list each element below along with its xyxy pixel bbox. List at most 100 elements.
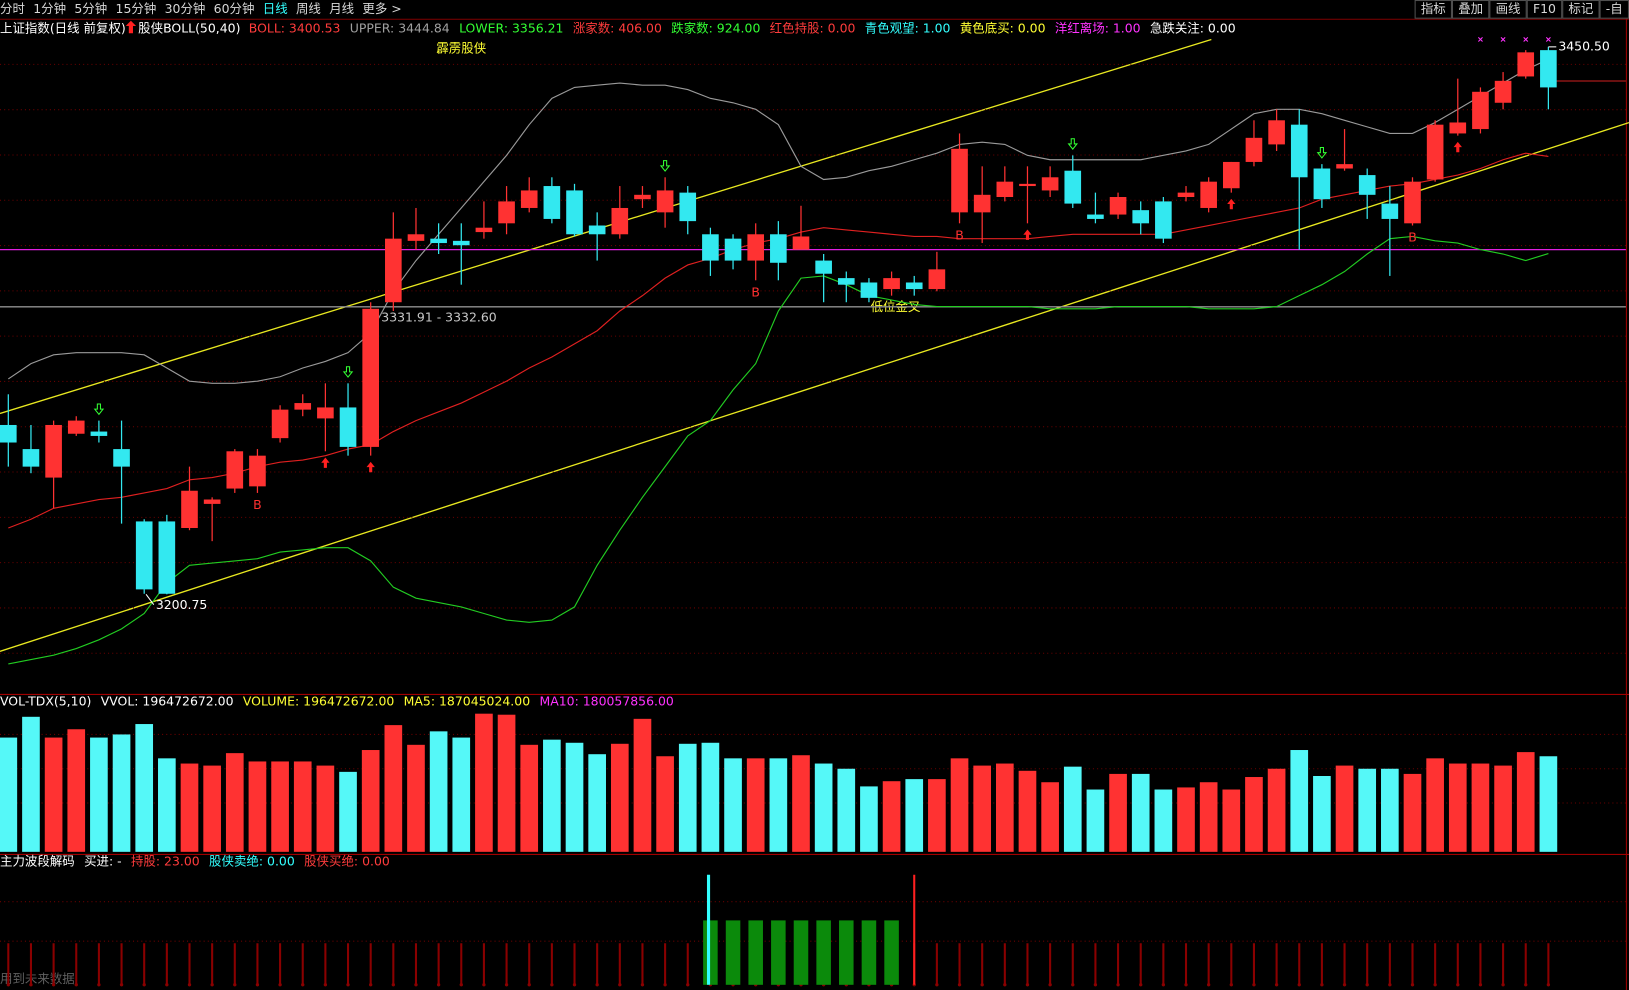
volume-bar <box>1199 782 1218 852</box>
volume-bar <box>475 713 493 852</box>
buy-signal: B <box>253 497 262 512</box>
candle-body <box>1290 124 1308 178</box>
volume-bar <box>1539 756 1558 852</box>
candle-body <box>724 238 742 261</box>
volume-bar <box>724 758 742 852</box>
timeframe-tab[interactable]: 月线 <box>329 1 354 16</box>
readout: MA5: 187045024.00 <box>404 694 531 709</box>
candle-body <box>656 190 674 213</box>
candle-body <box>407 234 425 241</box>
signal-dot <box>301 983 305 987</box>
readout: VOLUME: 196472672.00 <box>243 694 394 709</box>
timeframe-tab[interactable]: 1分钟 <box>33 1 66 16</box>
readout: 跌家数: 924.00 <box>671 21 760 36</box>
volume-bar <box>1290 750 1309 852</box>
signal-dot <box>663 983 667 987</box>
volume-bar <box>814 763 833 852</box>
signal-dot <box>1116 983 1120 987</box>
down-arrow <box>93 403 105 416</box>
signal-dot <box>935 983 939 987</box>
readout: BOLL: 3400.53 <box>249 21 341 36</box>
annotation: 霹雳股侠 <box>436 40 486 55</box>
signal-dot <box>74 983 78 987</box>
signal-dot <box>550 983 554 987</box>
candle-body <box>996 181 1014 198</box>
hold-bar <box>748 920 763 985</box>
volume-bar <box>158 758 176 852</box>
volume-bar <box>1267 768 1286 852</box>
candle-body <box>543 186 561 219</box>
signal-dot <box>1320 983 1324 987</box>
volume-bar <box>1426 758 1444 852</box>
band-line <box>7 58 1549 384</box>
hold-bar <box>861 920 877 985</box>
signal-dot <box>1274 983 1279 987</box>
signal-dot <box>436 983 441 987</box>
signal-dot <box>640 983 645 987</box>
signal-dot <box>1524 983 1528 987</box>
volume-bar <box>22 716 40 852</box>
volume-bar <box>1403 773 1422 852</box>
exit-mark <box>1545 37 1551 42</box>
candle-body <box>452 240 470 246</box>
candle-body <box>588 225 606 235</box>
candle-body <box>1064 170 1082 204</box>
readout: VOL-TDX(5,10) <box>0 694 91 709</box>
signal-dot <box>595 983 599 987</box>
candle-body <box>928 269 946 290</box>
trend-line <box>0 38 1212 415</box>
candle-body <box>566 190 583 235</box>
signal-dot <box>119 983 124 987</box>
toolbar-button[interactable]: -自 <box>1606 1 1623 16</box>
candle-body <box>226 451 244 489</box>
hold-bar <box>839 920 854 985</box>
candle-body <box>1449 122 1467 134</box>
signal-dot <box>1433 983 1437 987</box>
volume-bar <box>203 765 221 852</box>
volume-bar <box>950 758 969 852</box>
readout: 股侠卖绝: 0.00 <box>209 854 295 869</box>
toolbar-button[interactable]: 叠加 <box>1458 1 1483 16</box>
timeframe-tab[interactable]: 更多 > <box>362 1 401 16</box>
toolbar-button[interactable]: 画线 <box>1496 1 1521 16</box>
signal-dot <box>618 983 622 987</box>
signal-dot <box>29 983 33 987</box>
candle-body <box>1245 137 1263 162</box>
signal-dot <box>255 983 260 987</box>
buy-signal: B <box>955 227 964 242</box>
candle-body <box>1177 192 1195 198</box>
timeframe-tab[interactable]: 5分钟 <box>74 1 107 16</box>
timeframe-tab[interactable]: 60分钟 <box>214 1 255 16</box>
signal-dot <box>482 983 486 987</box>
signal-dot <box>1071 983 1075 987</box>
signal-dot <box>369 983 373 987</box>
signal-dot <box>6 983 10 987</box>
candle-body <box>905 282 923 290</box>
volume-bar <box>928 779 946 852</box>
timeframe-tab[interactable]: 30分钟 <box>165 1 206 16</box>
volume-bar <box>407 744 425 852</box>
volume-bar <box>678 743 697 852</box>
timeframe-tab[interactable]: 15分钟 <box>116 1 157 16</box>
button-frame <box>1599 0 1629 19</box>
chart-title: 上证指数(日线 前复权) <box>0 21 126 36</box>
timeframe-tab[interactable]: 日线 <box>263 1 288 16</box>
timeframe-tab[interactable]: 分时 <box>0 1 25 16</box>
indicator-icon <box>125 20 137 34</box>
down-arrow <box>659 160 671 172</box>
signal-dot <box>1093 983 1098 987</box>
volume-bar <box>497 714 516 852</box>
hold-bar <box>884 920 899 985</box>
candle-body <box>1494 80 1512 103</box>
candle-body <box>317 407 334 419</box>
button-frame <box>1489 0 1527 19</box>
exit-mark <box>1500 37 1506 42</box>
toolbar-button[interactable]: F10 <box>1533 1 1556 16</box>
timeframe-tab[interactable]: 周线 <box>296 1 321 16</box>
signal-dot <box>391 983 395 987</box>
volume-bar <box>1494 765 1512 852</box>
toolbar-button[interactable]: 标记 <box>1568 1 1593 16</box>
signal-dot <box>686 983 690 987</box>
toolbar-button[interactable]: 指标 <box>1421 1 1446 16</box>
